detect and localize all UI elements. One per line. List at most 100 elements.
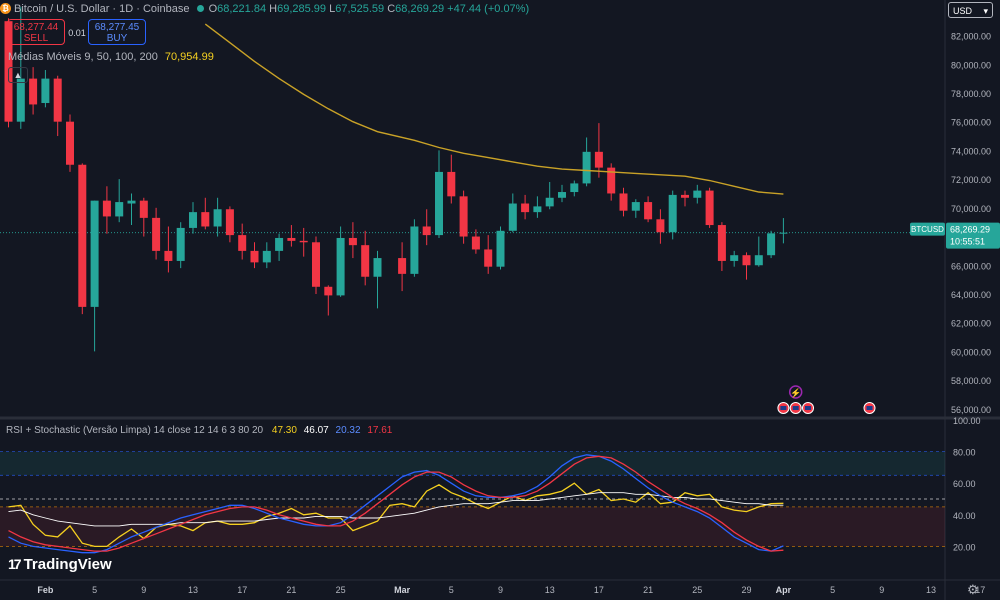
candle-body [29, 78, 38, 105]
candle-body [287, 237, 296, 241]
candle-body [201, 212, 210, 227]
candle-body [742, 255, 751, 266]
rsi-label: RSI + Stochastic (Versão Limpa) 14 close… [6, 425, 264, 436]
candle-body [373, 258, 382, 277]
rsi-series-line [8, 455, 784, 552]
price-tick-label: 56,000.00 [951, 405, 991, 415]
flag-icon-field [866, 406, 873, 410]
market-status-icon [196, 5, 204, 12]
candle-body [717, 225, 726, 261]
brand-name: TradingView [23, 556, 112, 573]
oversold-zone [0, 506, 945, 547]
time-tick-label: 9 [498, 585, 503, 595]
ma-label: Médias Móveis 9, 50, 100, 200 [8, 51, 158, 63]
candle-body [410, 226, 419, 274]
candle-body [545, 197, 554, 207]
header-legend: Bitcoin / U.S. Dollar · 1D · Coinbase O6… [14, 3, 529, 15]
candle-body [705, 190, 714, 226]
candle-body [459, 196, 468, 237]
candle-body [66, 121, 74, 165]
symbol-title[interactable]: Bitcoin / U.S. Dollar · 1D · Coinbase [14, 3, 190, 15]
candle-body [127, 200, 136, 204]
price-tick-label: 66,000.00 [951, 261, 991, 271]
rsi-tick-label: 100.00 [953, 416, 981, 426]
flag-icon-field [805, 406, 811, 410]
sell-price: 68,277.44 [13, 22, 59, 33]
candle-body [484, 249, 493, 267]
sell-label: SELL [23, 33, 49, 44]
price-tick-label: 76,000.00 [951, 118, 991, 128]
flag-icon-field [792, 406, 799, 410]
candle-body [189, 212, 197, 228]
candle-body [521, 203, 530, 213]
buy-button[interactable]: 68,277.45 BUY [88, 19, 146, 45]
ma-legend[interactable]: Médias Móveis 9, 50, 100, 200 70,954.99 [8, 51, 214, 63]
candle-body [348, 237, 357, 246]
time-tick-label: 21 [643, 585, 653, 595]
time-tick-label: 17 [975, 585, 985, 595]
candle-body [435, 171, 443, 236]
price-change: +47.44 (+0.07%) [447, 3, 530, 15]
time-tick-label: 29 [741, 585, 751, 595]
candle-body [471, 236, 480, 250]
candle-body [631, 202, 640, 211]
currency-select[interactable]: USD ▾ [948, 2, 993, 18]
gear-icon[interactable]: ⚙ [967, 582, 979, 597]
rsi-value-blue: 20.32 [335, 425, 361, 436]
candle-body [275, 237, 284, 251]
lightning-icon[interactable] [788, 385, 803, 399]
candle-body [644, 202, 653, 220]
rsi-tick-label: 60.00 [953, 479, 976, 489]
tradingview-logo[interactable]: 17 TradingView [8, 556, 112, 573]
price-tick-label: 74,000.00 [951, 146, 991, 156]
candle-body [53, 78, 62, 122]
time-tick-label: 25 [692, 585, 702, 595]
rsi-series-line [8, 454, 784, 554]
ohlc-low: L67,525.59 [329, 3, 385, 15]
candle-body [176, 227, 185, 261]
candle-body [570, 183, 579, 193]
candle-body [90, 200, 99, 307]
symbol-tag-label: BTCUSD [911, 225, 944, 234]
candle-body [779, 232, 788, 234]
overbought-zone [0, 451, 945, 476]
time-tick-label: 13 [545, 585, 555, 595]
candle-body [656, 219, 665, 233]
price-tick-label: 78,000.00 [951, 89, 991, 99]
rsi-legend[interactable]: RSI + Stochastic (Versão Limpa) 14 close… [6, 425, 392, 436]
candle-body [558, 192, 566, 198]
time-tick-label: Mar [394, 585, 411, 595]
sell-button[interactable]: 68,277.44 SELL [7, 19, 65, 45]
buy-price: 68,277.45 [94, 22, 140, 33]
time-tick-label: Apr [776, 585, 792, 595]
time-tick-label: 17 [594, 585, 604, 595]
rsi-series-line [8, 492, 784, 527]
time-tick-label: 5 [830, 585, 835, 595]
candle-body [681, 194, 689, 198]
time-tick-label: 9 [879, 585, 884, 595]
rsi-value-yellow: 47.30 [271, 425, 297, 436]
candle-body [619, 193, 628, 211]
chevron-up-icon[interactable]: ▲ [8, 67, 28, 83]
price-tag [946, 222, 1000, 249]
candle-body [78, 164, 87, 307]
candle-body [336, 237, 345, 296]
flag-icon-field [780, 406, 787, 410]
candle-body [312, 242, 320, 287]
chevron-down-icon: ▾ [983, 6, 988, 16]
price-tick-label: 58,000.00 [951, 376, 991, 386]
candle-body [238, 235, 247, 251]
lightning-glyph: ⚡ [790, 387, 801, 399]
candle-body [496, 230, 505, 267]
candle-body [139, 200, 148, 218]
price-tag-countdown: 10:55:51 [950, 237, 985, 247]
candle-body [533, 206, 542, 213]
moving-average-line [204, 23, 784, 195]
candle-body [361, 245, 370, 277]
candle-body [152, 217, 161, 251]
symbol-tag [910, 222, 945, 236]
candle-body [447, 171, 456, 197]
time-tick-label: 13 [926, 585, 936, 595]
candle-body [508, 203, 517, 231]
